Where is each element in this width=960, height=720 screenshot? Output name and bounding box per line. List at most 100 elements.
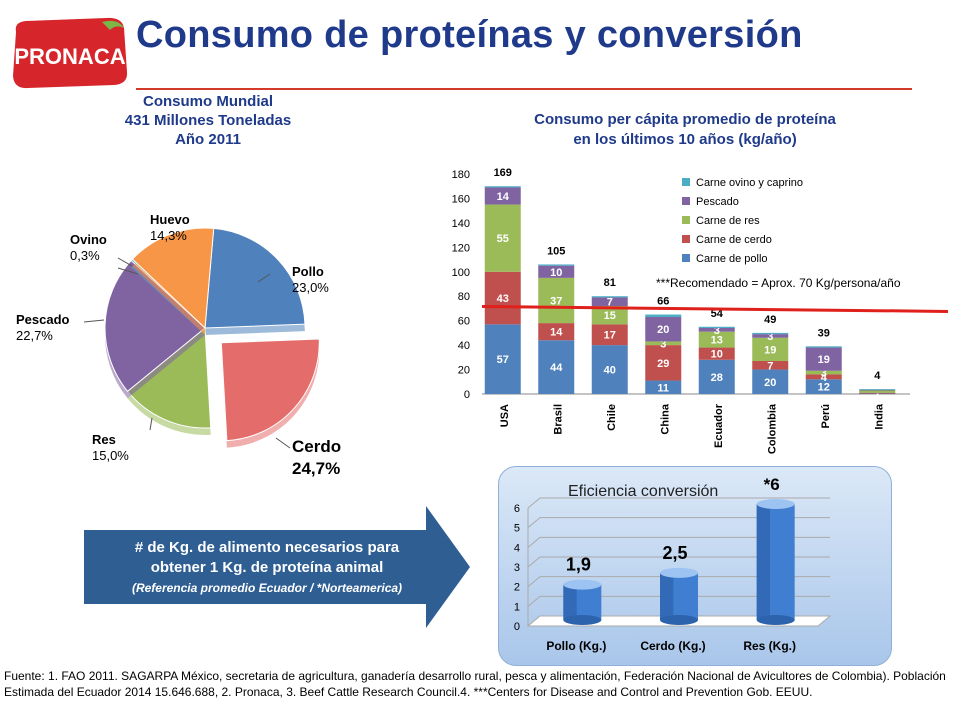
bar-data-label: 3	[767, 331, 773, 343]
bar-segment-pescado	[859, 389, 896, 391]
bar-segment-pescado	[805, 347, 842, 371]
bar-total-label: 169	[494, 167, 512, 179]
y-tick-label: 40	[458, 340, 470, 352]
pie-title-line: Año 2011	[175, 131, 241, 148]
eff-x-tick-label: Cerdo (Kg.)	[640, 639, 705, 653]
bar-segment-carne-ovino-y-caprino	[752, 332, 789, 335]
pie-leader-line	[275, 437, 291, 449]
eff-grid-diag	[527, 536, 541, 548]
pie-label-pollo: Pollo 23,0%	[292, 264, 329, 296]
pie-label-name: Pescado	[16, 312, 70, 327]
bar-data-label: 1	[874, 388, 880, 400]
bar-total-label: 4	[874, 370, 881, 382]
bar-segment-carne-de-cerdo	[538, 323, 575, 341]
bar-segment-carne-de-pollo	[538, 340, 575, 394]
eff-grid-diag	[527, 595, 541, 607]
eff-value-label: 1,9	[566, 555, 591, 575]
y-tick-label: 120	[452, 242, 470, 254]
bar-segment-carne-ovino-y-caprino	[484, 186, 521, 188]
bar-segment-carne-de-pollo	[698, 359, 735, 394]
bar-data-label: 3	[821, 368, 827, 380]
bar-data-label: 10	[711, 349, 723, 361]
x-tick-label: Ecuador	[713, 403, 725, 448]
y-tick-label: 180	[452, 169, 470, 181]
pie-slice-pescado	[104, 259, 206, 393]
bar-segment-carne-de-cerdo	[859, 392, 896, 394]
bar-data-label: 44	[550, 362, 563, 374]
bar-segment-pescado	[591, 297, 628, 306]
eff-x-tick-label: Pollo (Kg.)	[546, 639, 606, 653]
bar-segment-carne-ovino-y-caprino	[591, 296, 628, 298]
title-divider	[136, 88, 912, 90]
bar-segment-carne-de-pollo	[591, 345, 628, 394]
recommended-label: ***Recomendado = Aprox. 70 Kg/persona/añ…	[656, 276, 901, 290]
logo-text: PRONACA	[14, 44, 125, 69]
bar-data-label: 28	[711, 372, 723, 384]
bar-segment-carne-de-res	[698, 331, 735, 348]
eff-y-tick-label: 3	[514, 562, 520, 574]
bar-segment-carne-de-res	[484, 204, 521, 272]
eff-y-tick-label: 2	[514, 582, 520, 594]
x-tick-label: Colombia	[766, 403, 778, 454]
bar-segment-carne-de-res	[645, 341, 682, 346]
bar-total-label: 66	[657, 296, 669, 308]
eff-grid-diag	[527, 556, 541, 568]
bar-title-line: en los últimos 10 años (kg/año)	[573, 131, 797, 148]
pie-label-ovino: Ovino 0,3%	[70, 232, 107, 264]
callout-arrow	[84, 506, 470, 628]
eff-cylinder-shade	[660, 572, 674, 620]
pie-label-cerdo: Cerdo 24,7%	[292, 436, 341, 480]
pie-slice-pollo	[204, 227, 306, 329]
bar-total-label: 39	[818, 327, 830, 339]
bar-data-label: 10	[550, 267, 562, 279]
bar-segment-carne-de-pollo	[752, 369, 789, 394]
pie-label-value: 15,0%	[92, 448, 129, 463]
bar-segment-pescado	[538, 265, 575, 278]
bar-segment-carne-ovino-y-caprino	[859, 389, 896, 390]
bar-segment-carne-de-res	[591, 306, 628, 325]
eff-grid-diag	[527, 576, 541, 588]
arrow-line: obtener 1 Kg. de proteína animal	[150, 559, 384, 576]
bar-segment-carne-de-pollo	[805, 379, 842, 394]
bar-title-line: Consumo per cápita promedio de proteína	[534, 111, 836, 128]
bar-data-label: 43	[497, 293, 509, 305]
bar-segment-carne-de-res	[752, 337, 789, 361]
legend-swatch	[682, 254, 690, 262]
eff-y-tick-label: 0	[514, 621, 520, 633]
eff-cylinder-shade	[756, 504, 770, 620]
bar-segment-carne-de-cerdo	[645, 345, 682, 381]
bar-segment-carne-de-cerdo	[698, 347, 735, 360]
bar-segment-carne-de-pollo	[645, 380, 682, 394]
efficiency-panel	[498, 466, 892, 666]
eff-y-tick-label: 5	[514, 523, 520, 535]
bar-segment-pescado	[698, 328, 735, 332]
pie-leader-line	[117, 257, 133, 267]
bar-segment-carne-de-cerdo	[805, 374, 842, 380]
bar-data-label: 7	[767, 360, 773, 372]
arrow-callout-text: # de Kg. de alimento necesarios para obt…	[92, 538, 442, 598]
bar-data-label: 37	[550, 296, 562, 308]
bar-data-label: 40	[604, 365, 616, 377]
eff-cylinder-top	[756, 499, 795, 509]
efficiency-chart-title: Eficiencia conversión	[568, 483, 719, 500]
x-tick-label: Brasil	[552, 404, 564, 435]
bar-chart-title: Consumo per cápita promedio de proteína …	[460, 110, 910, 150]
bar-data-label: 19	[764, 344, 776, 356]
y-tick-label: 100	[452, 267, 470, 279]
y-tick-label: 80	[458, 291, 470, 303]
eff-y-tick-label: 6	[514, 503, 520, 515]
eff-value-label: *6	[764, 475, 780, 494]
bar-data-label: 11	[657, 382, 669, 394]
pie-label-name: Ovino	[70, 232, 107, 247]
y-tick-label: 0	[464, 389, 470, 401]
bar-total-label: 54	[711, 308, 724, 320]
eff-cylinder-top	[563, 579, 602, 590]
legend-label: Carne de pollo	[696, 253, 768, 265]
bar-data-label: 17	[604, 330, 616, 342]
bar-data-label: 7	[607, 297, 613, 309]
legend-label: Pescado	[696, 196, 739, 208]
recommended-reference-line	[481, 304, 949, 313]
x-tick-label: India	[873, 403, 885, 430]
bar-segment-carne-de-res	[538, 277, 575, 324]
